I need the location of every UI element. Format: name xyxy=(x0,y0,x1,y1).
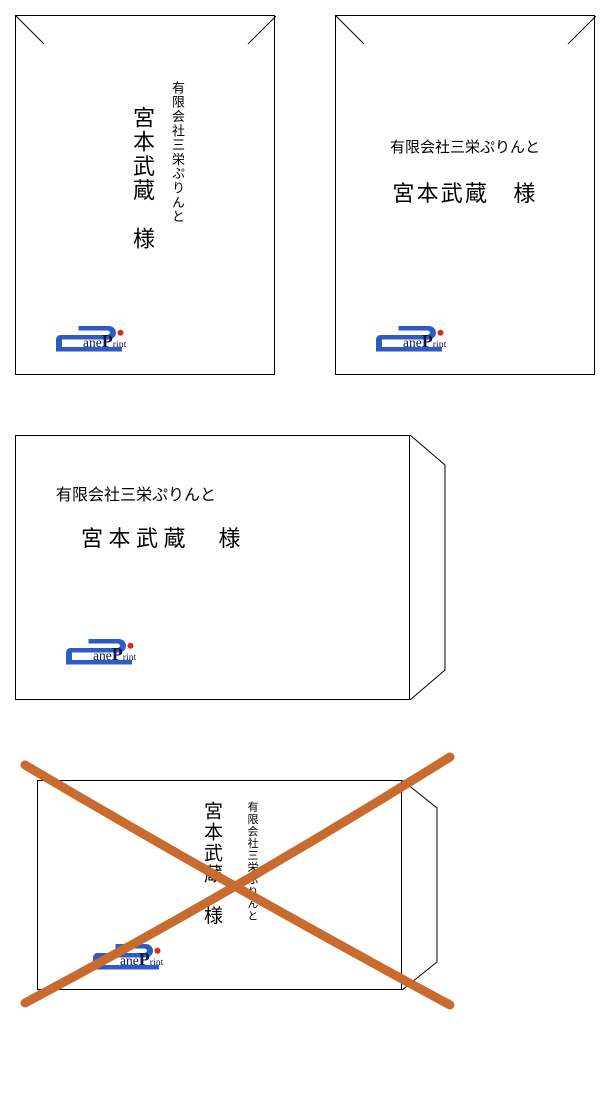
flap-top xyxy=(336,16,594,44)
flap-top xyxy=(16,16,274,44)
envelope-portrait-horizontal-text: 有限会社三栄ぷりんと 宮本武蔵 様 xyxy=(335,15,595,375)
envelope-landscape-vertical-text: 有限会社三栄ぷりんと 宮本武蔵 様 xyxy=(37,780,402,990)
company-line: 有限会社三栄ぷりんと xyxy=(336,136,594,157)
recipient-line: 宮本武蔵 様 xyxy=(81,521,246,553)
saneprint-logo xyxy=(66,633,186,669)
envelope-landscape-horizontal-text-wrap: 有限会社三栄ぷりんと 宮本武蔵 様 xyxy=(15,435,445,700)
saneprint-logo xyxy=(376,320,496,356)
envelope-landscape-vertical-text-wrap: 有限会社三栄ぷりんと 宮本武蔵 様 xyxy=(37,780,437,990)
company-line: 有限会社三栄ぷりんと xyxy=(171,81,184,224)
recipient-line: 宮本武蔵 様 xyxy=(131,106,153,251)
company-line: 有限会社三栄ぷりんと xyxy=(246,801,257,922)
envelope-landscape-horizontal-text: 有限会社三栄ぷりんと 宮本武蔵 様 xyxy=(15,435,410,700)
row-1: 有限会社三栄ぷりんと 宮本武蔵 様 有限会社三栄ぷりんと 宮本武蔵 様 xyxy=(15,15,600,375)
recipient-line: 宮本武蔵 様 xyxy=(336,176,594,208)
company-line: 有限会社三栄ぷりんと xyxy=(56,481,216,505)
saneprint-logo xyxy=(56,320,176,356)
bad-example-wrap: 有限会社三栄ぷりんと 宮本武蔵 様 xyxy=(15,745,460,1015)
saneprint-logo xyxy=(93,938,213,974)
envelope-portrait-vertical-text: 有限会社三栄ぷりんと 宮本武蔵 様 xyxy=(15,15,275,375)
flap-right xyxy=(410,435,445,700)
flap-right xyxy=(402,780,437,990)
recipient-line: 宮本武蔵 様 xyxy=(202,801,221,926)
